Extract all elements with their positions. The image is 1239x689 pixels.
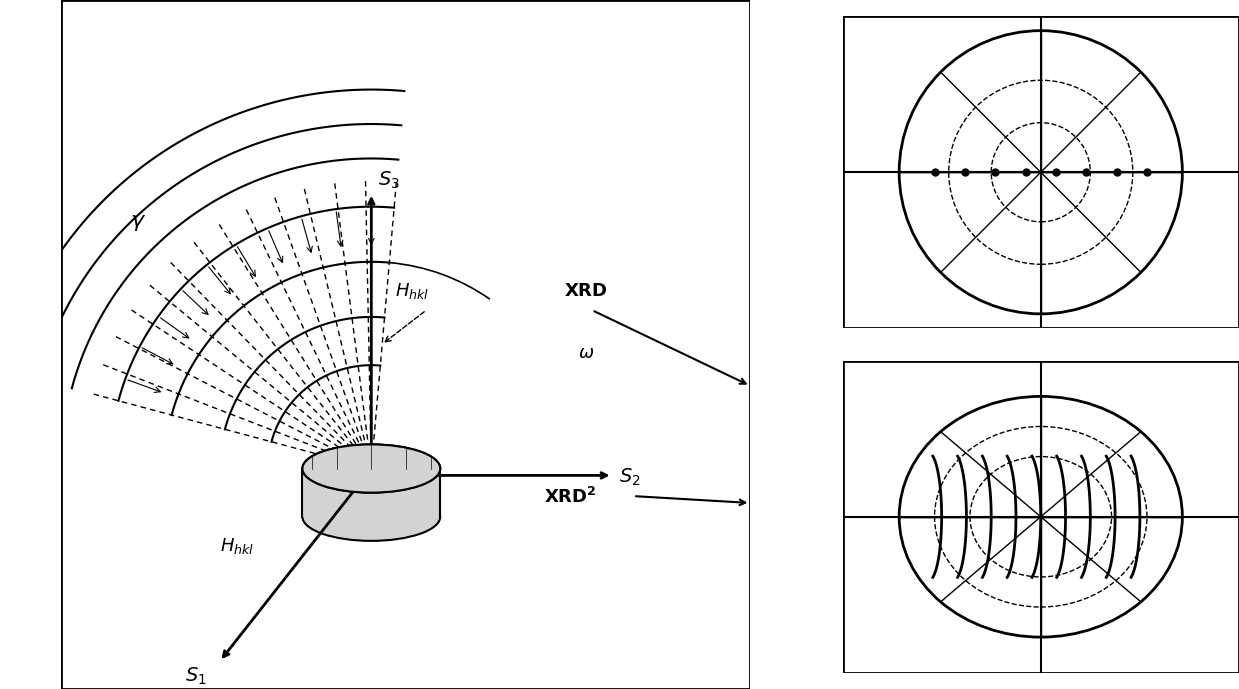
Polygon shape bbox=[302, 469, 440, 517]
Text: $\gamma$: $\gamma$ bbox=[130, 214, 146, 234]
Text: $\omega$: $\omega$ bbox=[579, 344, 595, 362]
Text: $H_{hkl}$: $H_{hkl}$ bbox=[219, 536, 254, 556]
Ellipse shape bbox=[302, 444, 440, 493]
Text: $S_3$: $S_3$ bbox=[378, 170, 400, 192]
Text: $H_{hkl}$: $H_{hkl}$ bbox=[395, 281, 430, 301]
Text: $S_2$: $S_2$ bbox=[620, 466, 641, 488]
Text: $\mathbf{XRD^2}$: $\mathbf{XRD^2}$ bbox=[544, 487, 596, 507]
Ellipse shape bbox=[302, 493, 440, 541]
Text: $S_1$: $S_1$ bbox=[186, 666, 207, 688]
Ellipse shape bbox=[302, 444, 440, 493]
Text: $\mathbf{XRD}$: $\mathbf{XRD}$ bbox=[564, 282, 608, 300]
